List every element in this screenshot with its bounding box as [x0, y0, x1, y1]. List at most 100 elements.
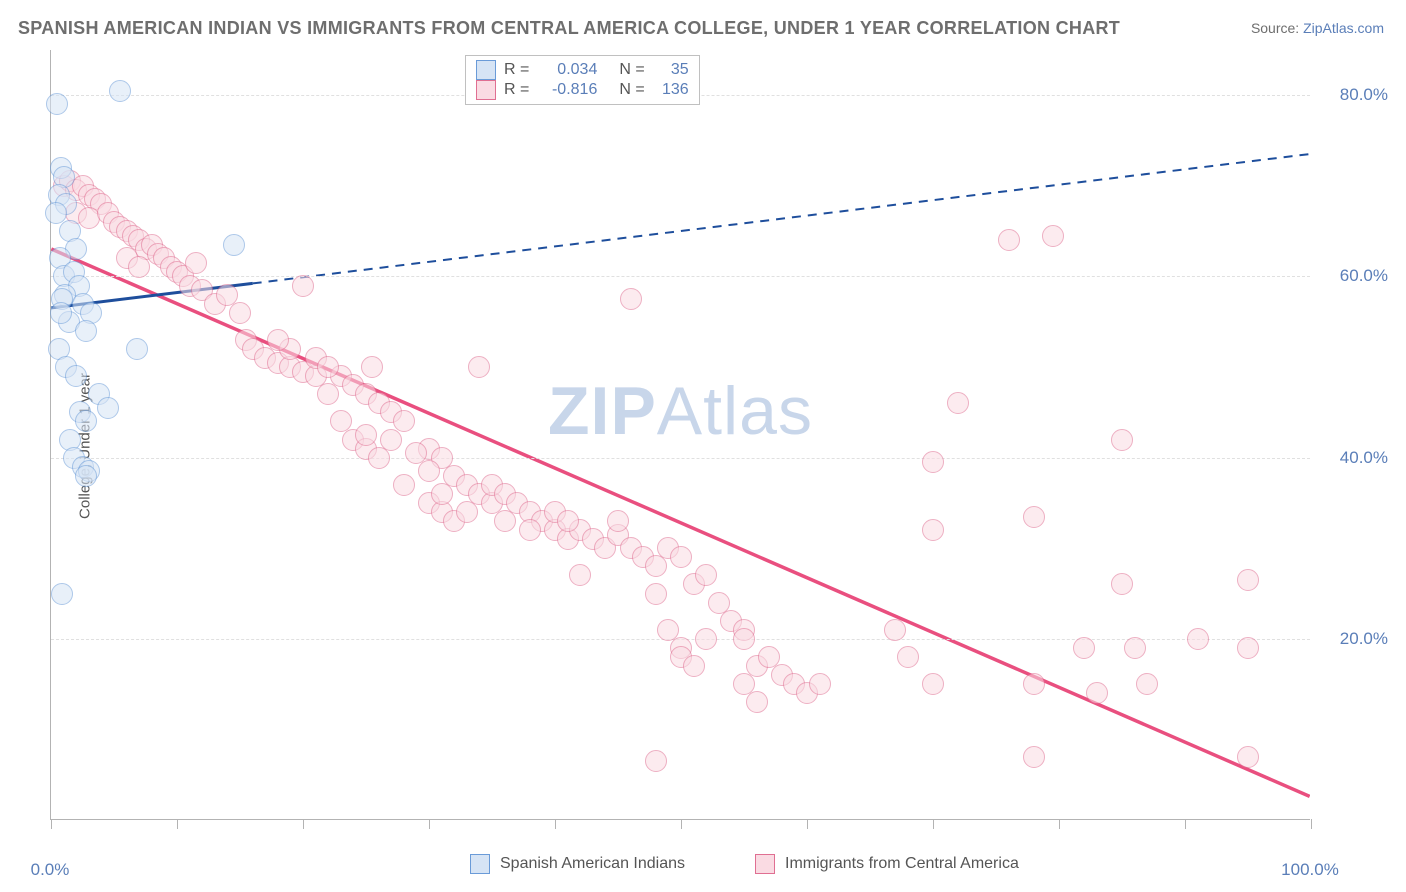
- data-point-pink: [695, 628, 717, 650]
- legend-n-label: N =: [619, 61, 644, 79]
- series-legend-pink: Immigrants from Central America: [755, 854, 1019, 874]
- data-point-blue: [109, 80, 131, 102]
- gridline-horizontal: [51, 458, 1310, 459]
- data-point-pink: [670, 546, 692, 568]
- source-link[interactable]: ZipAtlas.com: [1303, 20, 1384, 36]
- data-point-blue: [46, 93, 68, 115]
- data-point-pink: [746, 691, 768, 713]
- data-point-pink: [456, 501, 478, 523]
- data-point-blue: [223, 234, 245, 256]
- data-point-pink: [1111, 429, 1133, 451]
- x-tick: [1059, 819, 1060, 829]
- x-tick: [429, 819, 430, 829]
- x-tick: [51, 819, 52, 829]
- series-legend-blue: Spanish American Indians: [470, 854, 685, 874]
- data-point-pink: [1136, 673, 1158, 695]
- data-point-pink: [317, 383, 339, 405]
- legend-n-value: 136: [653, 81, 689, 99]
- x-tick: [303, 819, 304, 829]
- data-point-blue: [75, 410, 97, 432]
- data-point-pink: [607, 510, 629, 532]
- data-point-pink: [884, 619, 906, 641]
- x-tick-label: 100.0%: [1281, 860, 1339, 880]
- y-tick-label: 40.0%: [1340, 448, 1388, 468]
- data-point-pink: [695, 564, 717, 586]
- data-point-pink: [683, 655, 705, 677]
- legend-n-label: N =: [619, 81, 644, 99]
- data-point-pink: [809, 673, 831, 695]
- legend-r-value: 0.034: [537, 61, 597, 79]
- data-point-pink: [494, 510, 516, 532]
- data-point-pink: [317, 356, 339, 378]
- data-point-pink: [657, 619, 679, 641]
- data-point-pink: [897, 646, 919, 668]
- correlation-legend: R = 0.034 N = 35 R = -0.816 N = 136: [465, 55, 700, 105]
- data-point-pink: [128, 256, 150, 278]
- data-point-pink: [393, 474, 415, 496]
- data-point-pink: [1042, 225, 1064, 247]
- legend-row-pink: R = -0.816 N = 136: [476, 80, 689, 100]
- source-prefix: Source:: [1251, 20, 1303, 36]
- data-point-blue: [75, 320, 97, 342]
- data-point-blue: [50, 302, 72, 324]
- x-tick: [1311, 819, 1312, 829]
- legend-r-label: R =: [504, 61, 529, 79]
- data-point-pink: [292, 275, 314, 297]
- data-point-blue: [126, 338, 148, 360]
- legend-label-pink: Immigrants from Central America: [785, 855, 1019, 873]
- data-point-pink: [569, 564, 591, 586]
- y-tick-label: 60.0%: [1340, 266, 1388, 286]
- data-point-blue: [51, 583, 73, 605]
- legend-r-value: -0.816: [537, 81, 597, 99]
- data-point-pink: [922, 451, 944, 473]
- data-point-pink: [557, 510, 579, 532]
- y-tick-label: 80.0%: [1340, 85, 1388, 105]
- data-point-pink: [645, 583, 667, 605]
- legend-swatch-blue: [470, 854, 490, 874]
- data-point-pink: [645, 750, 667, 772]
- gridline-horizontal: [51, 276, 1310, 277]
- data-point-pink: [1086, 682, 1108, 704]
- data-point-pink: [1187, 628, 1209, 650]
- watermark: ZIPAtlas: [548, 372, 813, 450]
- source-attribution: Source: ZipAtlas.com: [1251, 20, 1384, 36]
- data-point-pink: [267, 329, 289, 351]
- data-point-pink: [519, 519, 541, 541]
- data-point-pink: [368, 447, 390, 469]
- data-point-pink: [468, 356, 490, 378]
- data-point-pink: [418, 460, 440, 482]
- x-tick: [681, 819, 682, 829]
- x-tick: [933, 819, 934, 829]
- data-point-pink: [922, 673, 944, 695]
- data-point-pink: [330, 410, 352, 432]
- legend-r-label: R =: [504, 81, 529, 99]
- data-point-pink: [1023, 673, 1045, 695]
- data-point-pink: [998, 229, 1020, 251]
- legend-label-blue: Spanish American Indians: [500, 855, 685, 873]
- legend-swatch-pink: [476, 80, 496, 100]
- data-point-blue: [65, 365, 87, 387]
- x-tick: [555, 819, 556, 829]
- data-point-pink: [733, 628, 755, 650]
- data-point-pink: [1023, 746, 1045, 768]
- data-point-blue: [75, 465, 97, 487]
- data-point-pink: [620, 288, 642, 310]
- x-tick-label: 0.0%: [31, 860, 70, 880]
- data-point-pink: [229, 302, 251, 324]
- data-point-pink: [185, 252, 207, 274]
- scatter-plot: ZIPAtlas: [50, 50, 1310, 820]
- x-tick: [177, 819, 178, 829]
- data-point-pink: [1023, 506, 1045, 528]
- legend-swatch-pink: [755, 854, 775, 874]
- legend-n-value: 35: [653, 61, 689, 79]
- data-point-pink: [947, 392, 969, 414]
- watermark-rest: Atlas: [657, 373, 813, 449]
- data-point-pink: [355, 424, 377, 446]
- data-point-blue: [97, 397, 119, 419]
- data-point-pink: [1237, 637, 1259, 659]
- data-point-pink: [431, 483, 453, 505]
- data-point-pink: [645, 555, 667, 577]
- data-point-pink: [1073, 637, 1095, 659]
- data-point-pink: [922, 519, 944, 541]
- watermark-bold: ZIP: [548, 373, 657, 449]
